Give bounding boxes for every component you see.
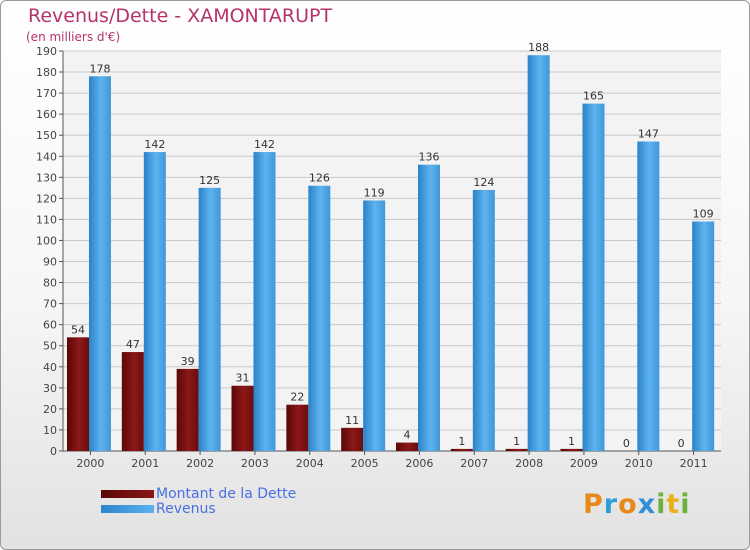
revenue-bar-label: 136 xyxy=(419,151,440,164)
x-tick-label: 2005 xyxy=(351,457,379,470)
y-tick-label: 40 xyxy=(43,361,57,374)
debt-bar-label: 4 xyxy=(404,429,411,442)
revenue-bar xyxy=(143,152,166,452)
revenue-bar xyxy=(472,189,495,451)
y-tick-label: 10 xyxy=(43,424,57,437)
y-tick-label: 0 xyxy=(50,445,57,458)
revenue-bar-label: 142 xyxy=(144,138,165,151)
y-tick-label: 30 xyxy=(43,382,57,395)
y-tick-label: 180 xyxy=(36,66,57,79)
debt-bar-label: 11 xyxy=(345,414,359,427)
debt-bar-label: 1 xyxy=(513,435,520,448)
debt-bar-label: 54 xyxy=(71,323,85,336)
revenue-bar-label: 125 xyxy=(199,174,220,187)
debt-bar xyxy=(121,352,144,451)
debt-bar-label: 47 xyxy=(126,338,140,351)
legend-swatch-debt xyxy=(101,490,154,498)
x-tick-label: 2009 xyxy=(570,457,598,470)
y-tick-label: 50 xyxy=(43,340,57,353)
revenue-bar-label: 124 xyxy=(473,176,494,189)
debt-bar xyxy=(341,427,364,451)
debt-bar-label: 31 xyxy=(236,372,250,385)
legend-label-debt: Montant de la Dette xyxy=(156,486,297,502)
y-tick-label: 140 xyxy=(36,150,57,163)
y-tick-label: 150 xyxy=(36,129,57,142)
revenue-bar-label: 126 xyxy=(309,172,330,185)
y-tick-label: 60 xyxy=(43,319,57,332)
debt-bar-label: 1 xyxy=(568,435,575,448)
revenue-bar xyxy=(692,221,715,451)
y-tick-label: 100 xyxy=(36,234,57,247)
legend-swatch-revenue xyxy=(101,505,154,513)
revenue-bar xyxy=(582,103,605,451)
legend-label-revenue: Revenus xyxy=(156,501,216,517)
debt-bar-label: 39 xyxy=(181,355,195,368)
revenue-bar xyxy=(308,185,331,451)
debt-bar xyxy=(67,337,89,451)
x-tick-label: 2004 xyxy=(296,457,324,470)
revenue-bar-label: 147 xyxy=(638,128,659,141)
debt-bar-label: 0 xyxy=(623,437,630,450)
revenue-bar-label: 188 xyxy=(528,41,549,54)
y-tick-label: 80 xyxy=(43,277,57,290)
y-tick-label: 20 xyxy=(43,403,57,416)
x-tick-label: 2000 xyxy=(76,457,104,470)
y-tick-label: 110 xyxy=(36,213,57,226)
y-tick-label: 120 xyxy=(36,192,57,205)
x-tick-label: 2001 xyxy=(131,457,159,470)
revenue-bar xyxy=(363,200,386,451)
revenue-bar-label: 178 xyxy=(90,62,111,75)
y-tick-label: 190 xyxy=(36,45,57,58)
debt-bar-label: 22 xyxy=(290,391,304,404)
debt-bar-label: 1 xyxy=(458,435,465,448)
debt-bar-label: 0 xyxy=(678,437,685,450)
chart-title: Revenus/Dette - XAMONTARUPT xyxy=(28,5,333,27)
x-tick-label: 2007 xyxy=(460,457,488,470)
y-tick-label: 90 xyxy=(43,256,57,269)
proxiti-logo: Proxiti xyxy=(583,489,691,520)
debt-bar xyxy=(231,385,254,451)
debt-bar xyxy=(176,368,199,451)
x-tick-label: 2003 xyxy=(241,457,269,470)
debt-bar xyxy=(560,448,583,451)
debt-bar xyxy=(505,448,528,451)
revenue-bar xyxy=(527,55,550,452)
revenue-bar-label: 109 xyxy=(693,208,714,221)
revenue-bar xyxy=(89,76,111,452)
plot-area xyxy=(63,51,721,451)
revenue-bar-label: 119 xyxy=(364,186,385,199)
debt-bar xyxy=(286,404,309,451)
y-tick-label: 130 xyxy=(36,171,57,184)
x-tick-label: 2011 xyxy=(680,457,708,470)
x-tick-label: 2008 xyxy=(515,457,543,470)
x-tick-label: 2006 xyxy=(405,457,433,470)
revenue-bar-label: 165 xyxy=(583,90,604,103)
debt-bar xyxy=(450,448,473,451)
y-tick-label: 70 xyxy=(43,298,57,311)
revenue-bar xyxy=(637,141,660,452)
revenue-bar xyxy=(418,164,440,451)
x-tick-label: 2010 xyxy=(625,457,653,470)
revenue-bar-label: 142 xyxy=(254,138,275,151)
y-tick-label: 170 xyxy=(36,87,57,100)
x-tick-label: 2002 xyxy=(186,457,214,470)
revenue-bar xyxy=(253,152,276,452)
y-tick-label: 160 xyxy=(36,108,57,121)
chart-subtitle: (en milliers d'€) xyxy=(26,30,121,44)
debt-bar xyxy=(396,442,418,451)
revenue-bar xyxy=(198,187,221,451)
